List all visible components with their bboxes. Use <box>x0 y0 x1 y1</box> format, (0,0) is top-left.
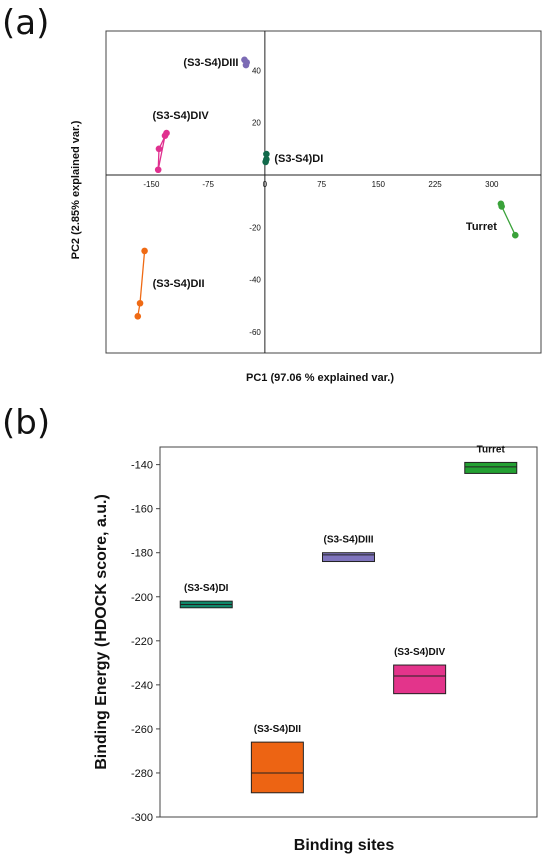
binding-energy-box-chart: -140 -160 -180 -200 -220 -240 -260 -280 -300 (S3… <box>93 444 538 854</box>
pca-x-tick-label: 300 <box>485 180 499 189</box>
box-label-s3-s4-dii: (S3-S4)DII <box>254 724 301 735</box>
pca-y-tick-label: -60 <box>249 328 261 337</box>
pca-point-s3-s4-dii <box>134 313 142 320</box>
pca-y-tick-label: -40 <box>249 276 261 285</box>
pca-label-s3-s4-di: (S3-S4)DI <box>274 153 323 165</box>
pca-point-turret <box>498 203 505 210</box>
box-group-labels: (S3-S4)DI (S3-S4)DII (S3-S4)DIII (S3-S4)DIV… <box>184 444 505 735</box>
pca-label-turret: Turret <box>466 221 497 233</box>
box-y-tick-label: -260 <box>131 724 153 736</box>
box-y-axis-title: Binding Energy (HDOCK score, a.u.) <box>93 494 110 770</box>
box-y-tick-label: -240 <box>131 680 153 692</box>
box-series <box>179 461 518 794</box>
pca-x-tick-label: -75 <box>202 180 214 189</box>
pca-point-s3-s4-di <box>263 150 270 158</box>
pca-ticks: -150 -75 0 75 150 225 300 40 20 -20 -40 -60 <box>143 66 499 337</box>
box-y-tick-label: -160 <box>131 504 153 516</box>
box-y-tick-label: -300 <box>131 812 153 824</box>
box-turret <box>464 461 518 474</box>
pca-x-tick-label: 0 <box>263 180 268 189</box>
pca-x-tick-label: 225 <box>428 180 442 189</box>
box-y-ticks: -140 -160 -180 -200 -220 -240 -260 -280 -300 <box>131 460 160 824</box>
box-y-tick-label: -220 <box>131 636 153 648</box>
box-s3-s4-div <box>393 664 447 695</box>
pca-y-tick-label: 40 <box>252 66 261 75</box>
box-y-tick-label: -180 <box>131 548 153 560</box>
box-label-s3-s4-di: (S3-S4)DI <box>184 583 229 594</box>
pca-label-s3-s4-diii: (S3-S4)DIII <box>183 57 238 69</box>
pca-x-axis-title: PC1 (97.06 % explained var.) <box>246 372 394 384</box>
box-s3-s4-dii <box>250 741 304 794</box>
box-plot-frame <box>159 446 538 818</box>
box-label-s3-s4-div: (S3-S4)DIV <box>394 647 445 658</box>
pca-point-s3-s4-div <box>155 145 163 153</box>
box-label-s3-s4-diii: (S3-S4)DIII <box>323 535 373 546</box>
panel-a-label: (a) <box>2 3 49 43</box>
pca-x-tick-label: 150 <box>372 180 386 189</box>
pca-y-tick-label: 20 <box>252 119 261 128</box>
box-y-tick-label: -200 <box>131 592 153 604</box>
pca-point-s3-s4-div <box>154 166 162 174</box>
pca-series-line-s3-s4-div <box>157 132 168 170</box>
pca-plot-frame <box>105 30 542 354</box>
box-label-turret: Turret <box>477 444 506 455</box>
pca-point-s3-s4-dii <box>141 247 148 255</box>
panel-b-label: (b) <box>2 403 50 443</box>
pca-point-s3-s4-diii <box>243 59 251 66</box>
pca-series-line-s3-s4-dii <box>137 250 146 317</box>
pca-label-s3-s4-div: (S3-S4)DIV <box>153 110 210 122</box>
box-x-axis-title: Binding sites <box>294 837 395 854</box>
box-s3-s4-diii <box>322 552 375 563</box>
pca-y-tick-label: -20 <box>249 223 261 232</box>
box-y-tick-label: -140 <box>131 460 153 472</box>
pca-point-s3-s4-div <box>161 132 169 140</box>
box-y-tick-label: -280 <box>131 768 153 780</box>
pca-x-tick-label: 75 <box>317 180 326 189</box>
pca-point-turret <box>511 231 519 239</box>
pca-group-labels: (S3-S4)DIII (S3-S4)DIV (S3-S4)DI Turret (S3-… <box>153 57 498 290</box>
pca-scatter-chart: -150 -75 0 75 150 225 300 40 20 -20 -40 -60 (S3-S4)… <box>70 30 542 384</box>
pca-label-s3-s4-dii: (S3-S4)DII <box>153 278 205 290</box>
pca-series <box>134 56 519 320</box>
pca-y-axis-title: PC2 (2.85% explained var.) <box>70 120 82 259</box>
pca-point-s3-s4-di <box>262 158 269 166</box>
pca-point-s3-s4-dii <box>136 299 144 307</box>
pca-x-tick-label: -150 <box>143 180 160 189</box>
